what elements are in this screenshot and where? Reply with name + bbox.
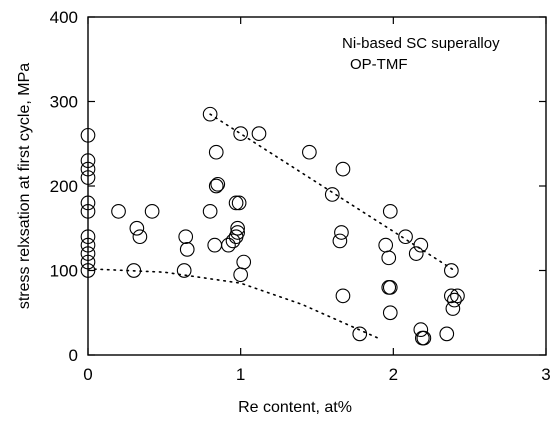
data-point <box>80 229 96 245</box>
data-points <box>80 106 465 346</box>
data-point <box>445 301 461 316</box>
x-tick-label: 0 <box>83 365 92 384</box>
data-point <box>176 263 192 278</box>
data-point <box>231 195 247 211</box>
axis-ticks <box>87 16 547 356</box>
data-point <box>129 220 145 236</box>
axis-tick-labels: 0 1 2 3 0 100 200 300 400 <box>50 8 551 384</box>
data-point <box>80 153 96 168</box>
data-point <box>80 237 96 253</box>
data-point <box>398 229 413 245</box>
data-point <box>210 176 226 192</box>
y-tick-label: 300 <box>50 93 78 112</box>
data-point <box>80 161 96 177</box>
data-point <box>132 229 148 245</box>
data-point <box>80 170 96 185</box>
data-point <box>228 195 244 211</box>
data-point <box>352 326 368 342</box>
data-point <box>332 233 348 249</box>
annotation-test-type: OP-TMF <box>350 56 408 73</box>
data-point <box>202 204 218 219</box>
data-point <box>302 144 317 160</box>
data-point <box>382 204 398 219</box>
annotation-material: Ni-based SC superalloy <box>342 35 500 52</box>
trend-line-2 <box>87 268 379 339</box>
x-axis-label: Re content, at% <box>238 399 352 416</box>
data-point <box>335 161 351 177</box>
data-point <box>230 225 245 240</box>
data-point <box>334 225 349 240</box>
data-point <box>447 292 462 308</box>
data-point <box>443 288 459 304</box>
data-point <box>126 263 142 278</box>
data-point <box>335 288 351 304</box>
data-point <box>178 229 194 245</box>
data-point <box>408 246 424 261</box>
data-point <box>144 204 160 219</box>
data-point <box>251 126 267 141</box>
x-tick-label: 3 <box>541 365 550 384</box>
data-point <box>416 330 432 346</box>
data-point <box>236 254 252 270</box>
data-point <box>382 280 398 295</box>
data-point <box>202 106 218 122</box>
y-tick-label: 400 <box>50 8 78 27</box>
x-tick-label: 2 <box>389 365 398 384</box>
data-point <box>80 254 96 270</box>
data-point <box>208 144 224 160</box>
plot-frame <box>87 16 547 356</box>
y-axis-label: stress relxsation at first cycle, MPa <box>16 63 33 309</box>
data-point <box>450 288 465 304</box>
y-tick-label: 0 <box>69 346 78 365</box>
data-point <box>443 263 459 278</box>
data-point <box>80 263 96 278</box>
data-point <box>208 178 224 194</box>
data-point <box>80 204 96 219</box>
data-point <box>378 237 394 253</box>
data-point <box>439 326 455 342</box>
data-point <box>225 233 241 249</box>
data-point <box>80 127 96 143</box>
y-tick-label: 100 <box>50 262 78 281</box>
data-point <box>381 250 397 266</box>
data-point <box>230 220 245 236</box>
data-point <box>233 267 249 283</box>
x-tick-label: 1 <box>236 365 245 384</box>
data-point <box>324 187 340 202</box>
data-point <box>382 305 398 321</box>
data-point <box>233 126 249 141</box>
y-tick-label: 200 <box>50 177 78 196</box>
data-point <box>111 204 126 219</box>
data-point <box>179 242 195 257</box>
data-point <box>413 322 429 338</box>
data-point <box>207 237 223 253</box>
data-point <box>80 246 96 261</box>
data-point <box>221 237 236 253</box>
data-point <box>413 237 429 253</box>
data-point <box>80 195 96 211</box>
